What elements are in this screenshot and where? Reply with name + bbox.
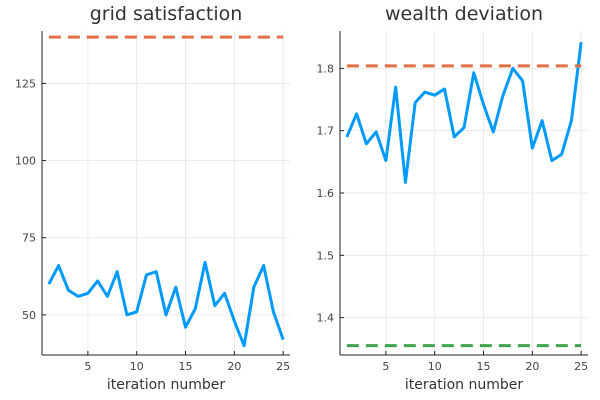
x-axis-label: iteration number [405, 377, 523, 393]
x-tick-label: 25 [276, 360, 290, 373]
y-tick-label: 1.8 [317, 62, 335, 75]
x-axis-label: iteration number [107, 377, 225, 393]
series-line-0 [345, 42, 583, 184]
y-tick-label: 50 [22, 309, 36, 322]
y-tick-label: 1.5 [317, 249, 335, 262]
x-tick-label: 25 [574, 360, 588, 373]
x-tick-label: 5 [84, 360, 91, 373]
panel-wealth-deviation: 5 10 15 20 25 1.4 1.5 1.6 1.7 1.8 wealth deviation… [317, 3, 589, 393]
y-tick-label: 1.6 [317, 187, 335, 200]
chart-title: grid satisfaction [90, 3, 243, 25]
y-tick-label: 125 [15, 77, 36, 90]
series-line-0 [47, 260, 285, 348]
x-tick-label: 20 [525, 360, 539, 373]
x-tick-label: 10 [130, 360, 144, 373]
y-tick-label: 1.4 [317, 312, 335, 325]
x-tick-label: 20 [227, 360, 241, 373]
x-tick-label: 5 [382, 360, 389, 373]
chart-title: wealth deviation [385, 3, 543, 25]
y-tick-label: 100 [15, 155, 36, 168]
x-tick-label: 15 [179, 360, 193, 373]
x-tick-label: 10 [428, 360, 442, 373]
y-tick-label: 1.7 [317, 125, 335, 138]
panel-grid-satisfaction: 5 10 15 20 25 50 75 100 125 grid satisfaction iter… [15, 3, 290, 393]
x-tick-label: 15 [477, 360, 491, 373]
y-tick-label: 75 [22, 232, 36, 245]
